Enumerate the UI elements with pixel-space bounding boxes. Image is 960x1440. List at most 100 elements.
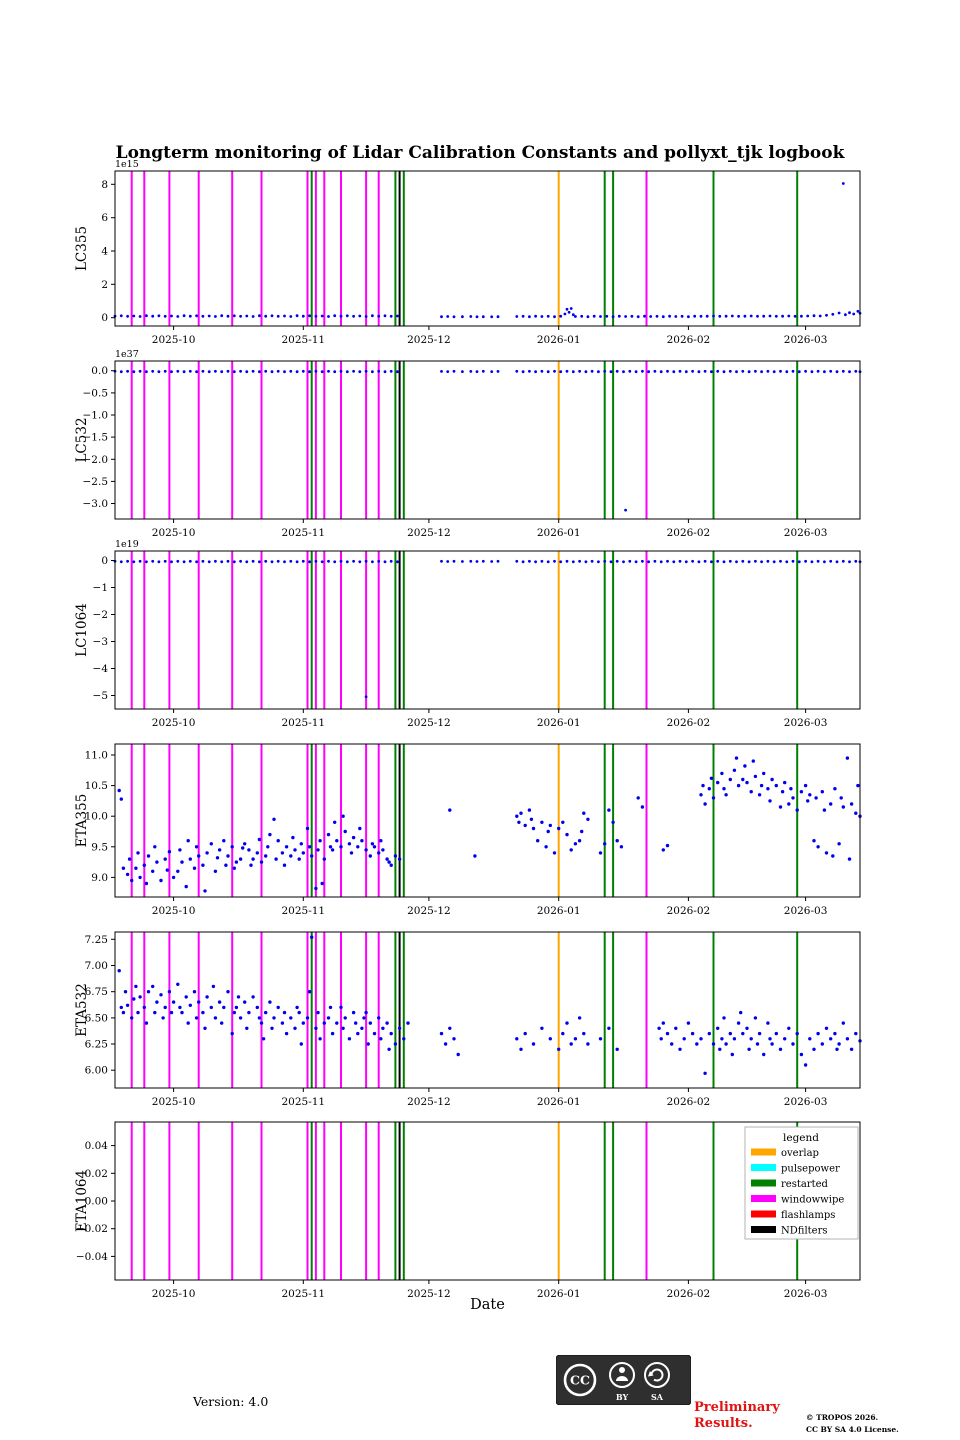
sa-arrow-head: [648, 1371, 654, 1377]
data-point: [249, 863, 253, 867]
data-point: [636, 796, 640, 800]
data-point: [226, 314, 230, 318]
data-point: [565, 307, 569, 311]
data-point: [854, 369, 858, 373]
y-tick-label: −0.5: [83, 387, 109, 399]
data-point: [136, 1010, 140, 1015]
data-point: [540, 315, 544, 318]
data-point: [734, 756, 739, 760]
data-point: [151, 369, 155, 373]
data-point: [814, 796, 818, 800]
data-point: [641, 559, 644, 563]
data-point: [774, 783, 778, 788]
data-point: [803, 1063, 808, 1067]
data-point: [170, 314, 173, 318]
data-point: [151, 559, 155, 563]
data-point: [333, 820, 337, 824]
data-point: [722, 560, 726, 564]
data-point: [138, 995, 142, 999]
data-point: [693, 314, 697, 318]
data-point: [582, 811, 586, 815]
data-point: [358, 560, 362, 564]
data-point: [848, 311, 851, 315]
x-tick-label: 2026-01: [537, 1096, 581, 1108]
data-point: [745, 1026, 749, 1031]
data-point: [201, 1010, 205, 1015]
data-point: [804, 559, 807, 563]
y-tick-label: −5: [93, 690, 108, 702]
legend-swatch-windowwipe: [751, 1195, 776, 1202]
x-tick-label: 2026-03: [784, 527, 828, 539]
data-point: [571, 370, 575, 374]
data-point: [804, 369, 807, 373]
data-point: [364, 559, 368, 563]
plot-frame: [114, 931, 861, 1089]
data-point: [598, 851, 603, 855]
data-point: [841, 1021, 845, 1025]
data-point: [138, 315, 142, 318]
data-point: [737, 314, 740, 318]
data-point: [730, 314, 734, 318]
data-point: [845, 756, 850, 760]
data-point: [446, 370, 450, 373]
data-point: [816, 845, 820, 849]
data-point: [697, 370, 701, 374]
data-point: [339, 1005, 343, 1010]
data-point: [741, 777, 745, 782]
data-point: [308, 560, 311, 564]
data-point: [132, 370, 136, 374]
data-point: [754, 559, 757, 563]
legend-label-overlap: overlap: [781, 1148, 819, 1159]
data-point: [201, 369, 205, 373]
data-point: [203, 889, 207, 893]
data-point: [559, 370, 563, 374]
data-point: [854, 811, 858, 815]
x-tick-label: 2025-10: [152, 1096, 196, 1108]
data-point: [536, 839, 540, 843]
data-point: [770, 1042, 774, 1046]
data-point: [856, 309, 860, 313]
data-point: [283, 560, 286, 564]
data-point: [358, 370, 362, 374]
data-point: [791, 369, 795, 373]
data-point: [157, 560, 161, 564]
data-point: [270, 1026, 274, 1031]
data-point: [749, 790, 753, 794]
data-point: [565, 559, 569, 563]
x-tick-label: 2025-10: [152, 1288, 196, 1300]
data-point: [352, 559, 355, 563]
data-point: [766, 1021, 770, 1025]
data-point: [573, 842, 578, 846]
data-point: [820, 1042, 824, 1046]
data-point: [774, 1031, 778, 1036]
data-point: [134, 984, 138, 989]
data-point: [264, 854, 268, 858]
x-tick-label: 2026-03: [784, 1288, 828, 1300]
data-point: [768, 799, 772, 803]
data-point: [377, 1016, 381, 1020]
x-tick-label: 2026-02: [667, 334, 711, 346]
figure-title: Longterm monitoring of Lidar Calibration…: [115, 143, 845, 163]
data-point: [584, 560, 588, 564]
data-point: [258, 560, 261, 564]
data-point: [389, 863, 393, 867]
data-point: [456, 1052, 460, 1057]
data-point: [387, 1047, 391, 1052]
data-point: [461, 370, 464, 373]
data-point: [176, 369, 180, 373]
data-point: [703, 1071, 707, 1076]
data-point: [622, 370, 625, 374]
x-tick-label: 2025-10: [152, 717, 196, 729]
data-point: [711, 796, 716, 800]
data-point: [258, 314, 261, 318]
data-point: [440, 315, 443, 319]
data-point: [481, 369, 485, 373]
y-axis-label: ETA1064: [74, 1170, 90, 1232]
data-point: [691, 369, 694, 373]
data-point: [521, 370, 525, 374]
data-point: [684, 560, 688, 564]
data-point: [473, 854, 477, 858]
data-point: [119, 370, 123, 374]
data-point: [125, 872, 130, 877]
data-point: [393, 854, 398, 858]
